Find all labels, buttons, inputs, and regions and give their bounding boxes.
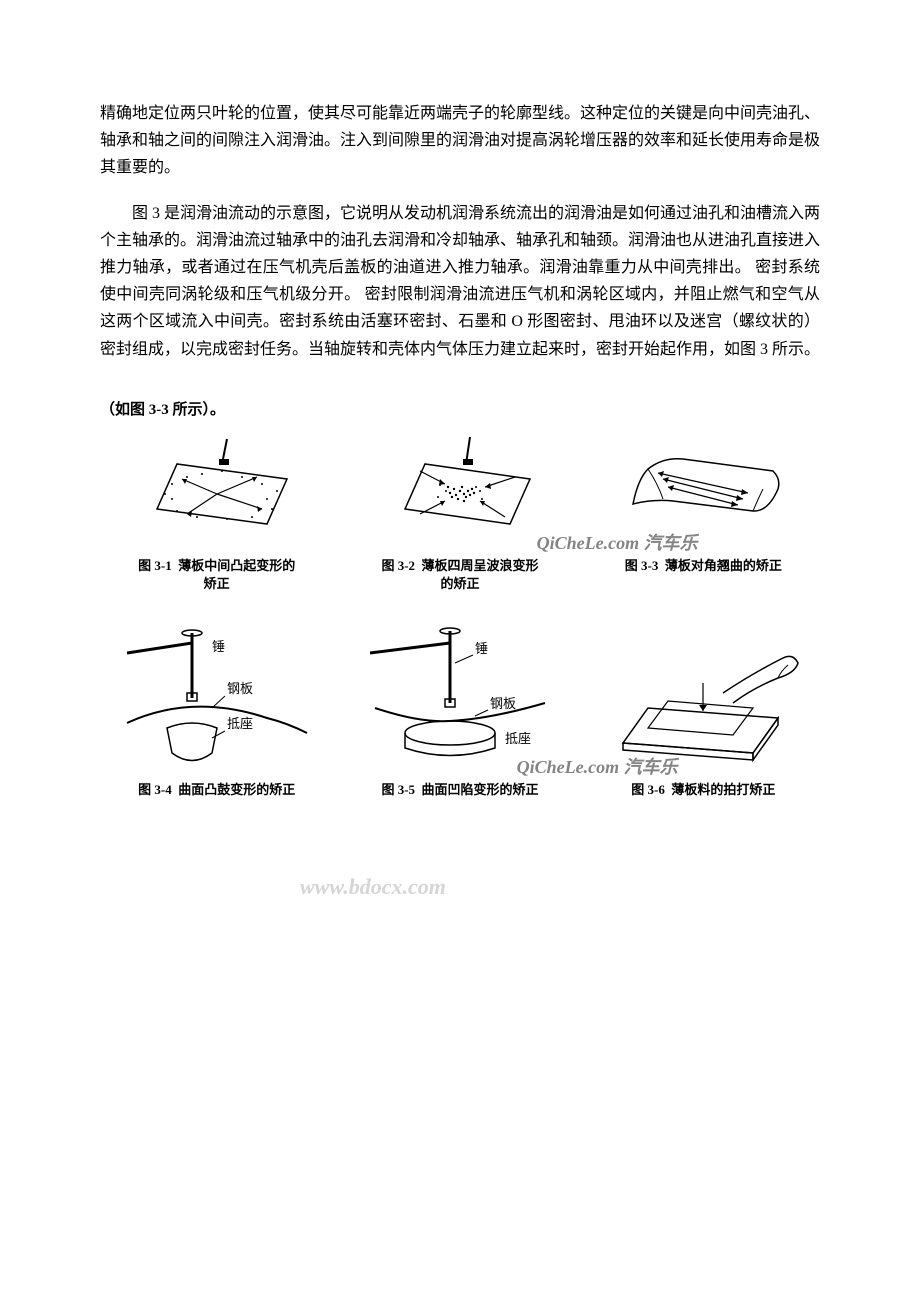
- label-hammer-2: 锤: [475, 641, 488, 656]
- figure-3-1-title1: 薄板中间凸起变形的: [178, 558, 295, 573]
- figure-3-4-illustration: 锤 钢板 抵座: [100, 623, 333, 773]
- label-hammer-1: 锤: [212, 639, 225, 654]
- figure-3-2-num: 图 3-2: [381, 558, 415, 573]
- figure-3-5-caption: 图 3-5 曲面凹陷变形的矫正: [381, 781, 538, 817]
- figure-3-1-caption: 图 3-1 薄板中间凸起变形的 矫正: [138, 557, 295, 593]
- figure-3-5: 锤 钢板 抵座 图 3-5 曲面凹陷变形的矫正: [343, 623, 576, 817]
- label-steel-2: 钢板: [490, 696, 516, 711]
- label-anvil-2: 抵座: [505, 731, 531, 746]
- figure-3-1-num: 图 3-1: [138, 558, 172, 573]
- figure-3-3-caption: 图 3-3 薄板对角翘曲的矫正: [625, 557, 782, 593]
- figure-3-1: 图 3-1 薄板中间凸起变形的 矫正: [100, 429, 333, 593]
- watermark-qichele-1: QiCheLe.com 汽车乐: [537, 529, 698, 555]
- paragraph-1: 精确地定位两只叶轮的位置，使其尽可能靠近两端壳子的轮廓型线。这种定位的关键是向中…: [100, 100, 820, 182]
- figure-3-2-title1: 薄板四周呈波浪变形: [422, 558, 539, 573]
- figure-3-4-num: 图 3-4: [138, 782, 172, 797]
- figure-3-3-num: 图 3-3: [625, 558, 659, 573]
- figure-3-4: 锤 钢板 抵座 图 3-4 曲面凸鼓变形的矫正: [100, 623, 333, 817]
- figure-3-1-illustration: [100, 429, 333, 549]
- figure-3-6: 图 3-6 薄板料的拍打矫正 QiCheLe.com 汽车乐: [587, 623, 820, 817]
- watermark-qichele-2: QiCheLe.com 汽车乐: [517, 753, 678, 779]
- label-anvil-1: 抵座: [227, 716, 253, 731]
- figure-3-2-caption: 图 3-2 薄板四周呈波浪变形 的矫正: [381, 557, 538, 593]
- figure-3-2-title2: 的矫正: [381, 575, 538, 593]
- figures-section: （如图 3-3 所示）。 www.bdocx.com: [100, 398, 820, 817]
- figure-3-4-title1: 曲面凸鼓变形的矫正: [178, 782, 295, 797]
- paragraph-2: 图 3 是润滑油流动的示意图，它说明从发动机润滑系统流出的润滑油是如何通过油孔和…: [100, 200, 820, 363]
- figure-row-2: 锤 钢板 抵座 图 3-4 曲面凸鼓变形的矫正: [100, 623, 820, 817]
- figure-row-1: www.bdocx.com: [100, 429, 820, 593]
- figure-3-5-title1: 曲面凹陷变形的矫正: [422, 782, 539, 797]
- figure-3-2: 图 3-2 薄板四周呈波浪变形 的矫正: [343, 429, 576, 593]
- watermark-bdocx: www.bdocx.com: [300, 874, 446, 900]
- figure-3-5-illustration: 锤 钢板 抵座: [343, 623, 576, 773]
- figure-3-4-caption: 图 3-4 曲面凸鼓变形的矫正: [138, 781, 295, 817]
- figures-reference-label: （如图 3-3 所示）。: [100, 398, 820, 419]
- figure-3-1-title2: 矫正: [138, 575, 295, 593]
- figure-3-3: 图 3-3 薄板对角翘曲的矫正 QiCheLe.com 汽车乐: [587, 429, 820, 593]
- figure-3-6-num: 图 3-6: [631, 782, 665, 797]
- figure-3-6-illustration: [587, 623, 820, 773]
- figure-3-3-title1: 薄板对角翘曲的矫正: [665, 558, 782, 573]
- label-steel-1: 钢板: [227, 681, 253, 696]
- figure-3-6-title1: 薄板料的拍打矫正: [671, 782, 775, 797]
- figure-3-5-num: 图 3-5: [381, 782, 415, 797]
- figure-3-6-caption: 图 3-6 薄板料的拍打矫正: [631, 781, 775, 817]
